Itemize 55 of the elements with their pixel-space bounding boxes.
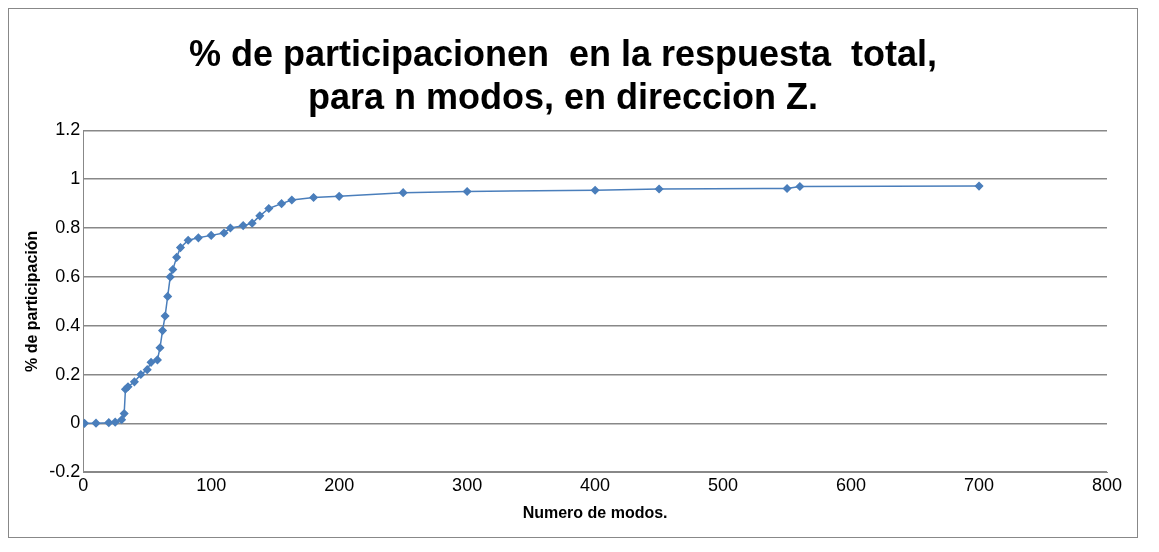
chart-title: % de participacionen en la respuesta total, para n modos, en direccion Z. <box>188 32 938 117</box>
point <box>462 187 472 196</box>
point <box>142 365 152 374</box>
point <box>238 221 248 230</box>
point <box>398 188 408 197</box>
point <box>247 218 257 228</box>
point <box>277 199 286 208</box>
x-tick-label: 400 <box>580 474 611 495</box>
point <box>590 185 600 195</box>
x-tick-label: 300 <box>452 474 483 495</box>
y-axis-title: % de participación <box>23 230 41 372</box>
y-tick-label: 0 <box>70 412 81 433</box>
y-tick-label: 0.6 <box>55 265 81 286</box>
point <box>974 181 984 191</box>
point <box>206 231 216 240</box>
point <box>795 182 805 191</box>
y-tick-label: 0.4 <box>55 314 81 335</box>
point <box>163 292 172 301</box>
x-tick-label: 200 <box>324 474 355 495</box>
point <box>158 326 167 335</box>
point <box>183 236 193 245</box>
point <box>91 418 101 428</box>
point <box>146 358 156 367</box>
x-tick-label: 700 <box>964 474 995 495</box>
x-tick-label: 800 <box>1091 474 1123 495</box>
point <box>155 343 165 352</box>
point <box>782 184 792 193</box>
x-tick-label: 100 <box>196 474 227 495</box>
point <box>654 184 664 194</box>
point <box>172 253 181 262</box>
point <box>264 204 274 213</box>
point <box>153 355 162 365</box>
y-tick-label: 0.2 <box>55 363 81 384</box>
point <box>165 272 175 282</box>
point <box>130 377 139 387</box>
point <box>119 409 129 418</box>
y-tick-label: 1.2 <box>55 119 81 140</box>
point <box>334 192 344 201</box>
y-tick-label: 1 <box>70 168 81 189</box>
point <box>287 195 297 205</box>
point <box>136 370 146 379</box>
x-tick-label: 500 <box>708 474 739 495</box>
point <box>219 228 229 238</box>
y-tick-label: 0.8 <box>55 217 81 238</box>
point <box>168 265 178 274</box>
x-tick-label: 600 <box>836 474 867 495</box>
point <box>194 233 203 243</box>
point <box>255 211 265 221</box>
point <box>226 223 235 233</box>
point <box>110 417 120 427</box>
point <box>117 415 126 424</box>
x-axis-title: Numero de modos. <box>522 503 668 521</box>
point <box>309 193 318 202</box>
point <box>176 243 185 252</box>
point <box>160 311 170 321</box>
